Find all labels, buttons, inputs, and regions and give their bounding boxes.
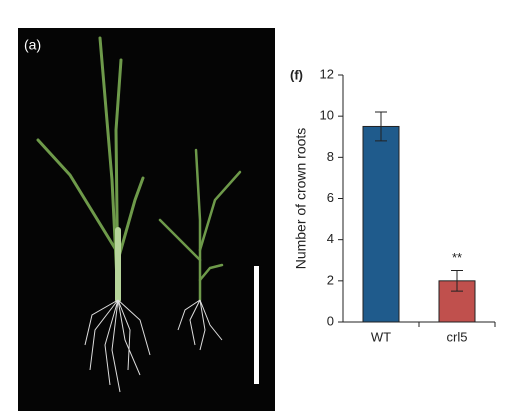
roots-large <box>84 299 151 393</box>
panel-label: (f) <box>290 67 303 82</box>
bar <box>362 125 400 323</box>
y-tick-label: 0 <box>327 313 334 328</box>
photo-background <box>18 28 275 411</box>
panel-label: (a) <box>24 37 41 53</box>
photo-panel: (a) <box>18 28 275 411</box>
x-tick-label: WT <box>371 329 391 344</box>
x-tick-label: crl5 <box>447 329 468 344</box>
plant-large <box>36 36 145 303</box>
plant-small <box>158 148 242 302</box>
y-tick-label: 8 <box>327 149 334 164</box>
y-tick-label: 6 <box>327 190 334 205</box>
significance: ** <box>452 250 462 265</box>
error-bar <box>375 111 387 142</box>
y-tick-label: 2 <box>327 272 334 287</box>
roots-small <box>177 299 223 351</box>
y-tick-label: 12 <box>320 66 334 81</box>
scale-bar <box>254 266 259 384</box>
y-tick-label: 10 <box>320 108 334 123</box>
y-tick-label: 4 <box>327 231 334 246</box>
error-bar <box>451 270 463 292</box>
y-axis-label: Number of crown roots <box>293 128 309 270</box>
